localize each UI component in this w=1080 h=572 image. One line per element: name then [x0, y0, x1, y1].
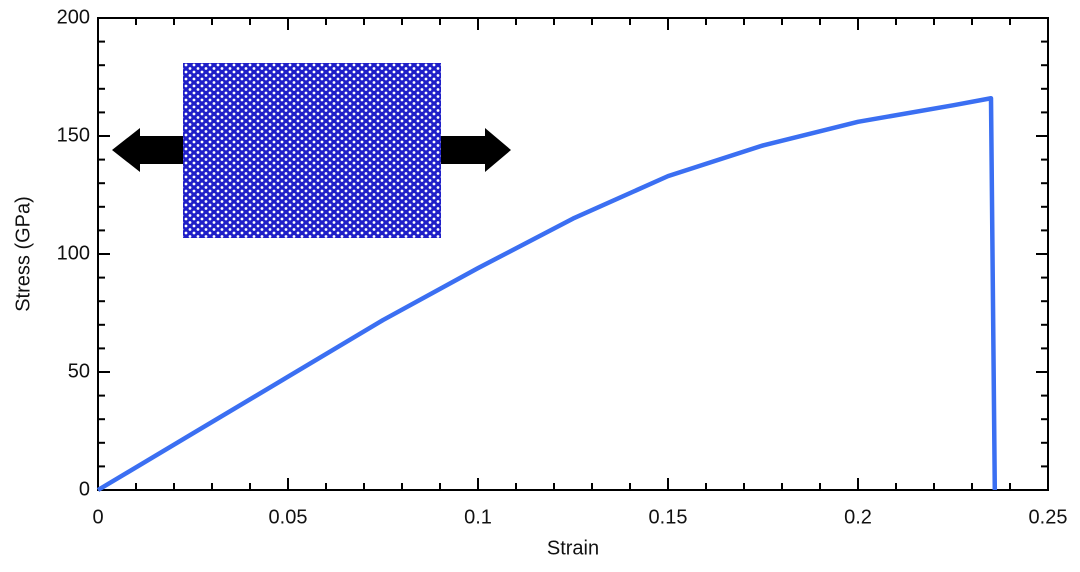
x-tick-label: 0.25: [1029, 506, 1068, 528]
x-tick-label: 0: [92, 506, 103, 528]
lattice: [183, 63, 441, 238]
y-tick-label: 0: [79, 478, 90, 500]
x-tick-label: 0.05: [269, 506, 308, 528]
y-tick-label: 100: [57, 242, 90, 264]
inset: [112, 63, 511, 238]
x-tick-label: 0.1: [464, 506, 492, 528]
y-tick-label: 150: [57, 124, 90, 146]
y-tick-label: 50: [68, 360, 90, 382]
x-tick-label: 0.2: [844, 506, 872, 528]
arrow-left: [112, 128, 183, 172]
line-series: [96, 95, 998, 492]
y-tick-label: 200: [57, 6, 90, 28]
arrow-right: [441, 128, 511, 172]
y-axis-label: Stress (GPa): [12, 196, 34, 312]
x-tick-label: 0.15: [649, 506, 688, 528]
x-axis-label: Strain: [547, 537, 599, 559]
